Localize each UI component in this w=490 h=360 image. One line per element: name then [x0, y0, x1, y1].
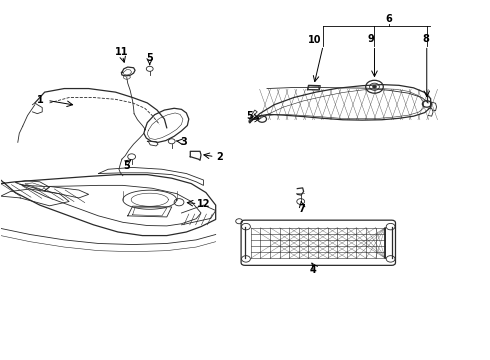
Text: 3: 3 — [180, 137, 187, 147]
Text: 12: 12 — [196, 199, 210, 210]
Text: 6: 6 — [386, 14, 392, 24]
Text: 10: 10 — [308, 35, 321, 45]
Text: 5: 5 — [123, 161, 130, 171]
Text: 5: 5 — [246, 111, 253, 121]
Text: 7: 7 — [298, 204, 305, 214]
Text: 4: 4 — [310, 265, 317, 275]
Text: 2: 2 — [216, 152, 223, 162]
Circle shape — [372, 85, 376, 88]
Text: 9: 9 — [368, 34, 374, 44]
Text: 1: 1 — [37, 95, 44, 105]
Text: 11: 11 — [115, 47, 128, 57]
Text: 8: 8 — [422, 34, 429, 44]
Text: 5: 5 — [147, 53, 153, 63]
